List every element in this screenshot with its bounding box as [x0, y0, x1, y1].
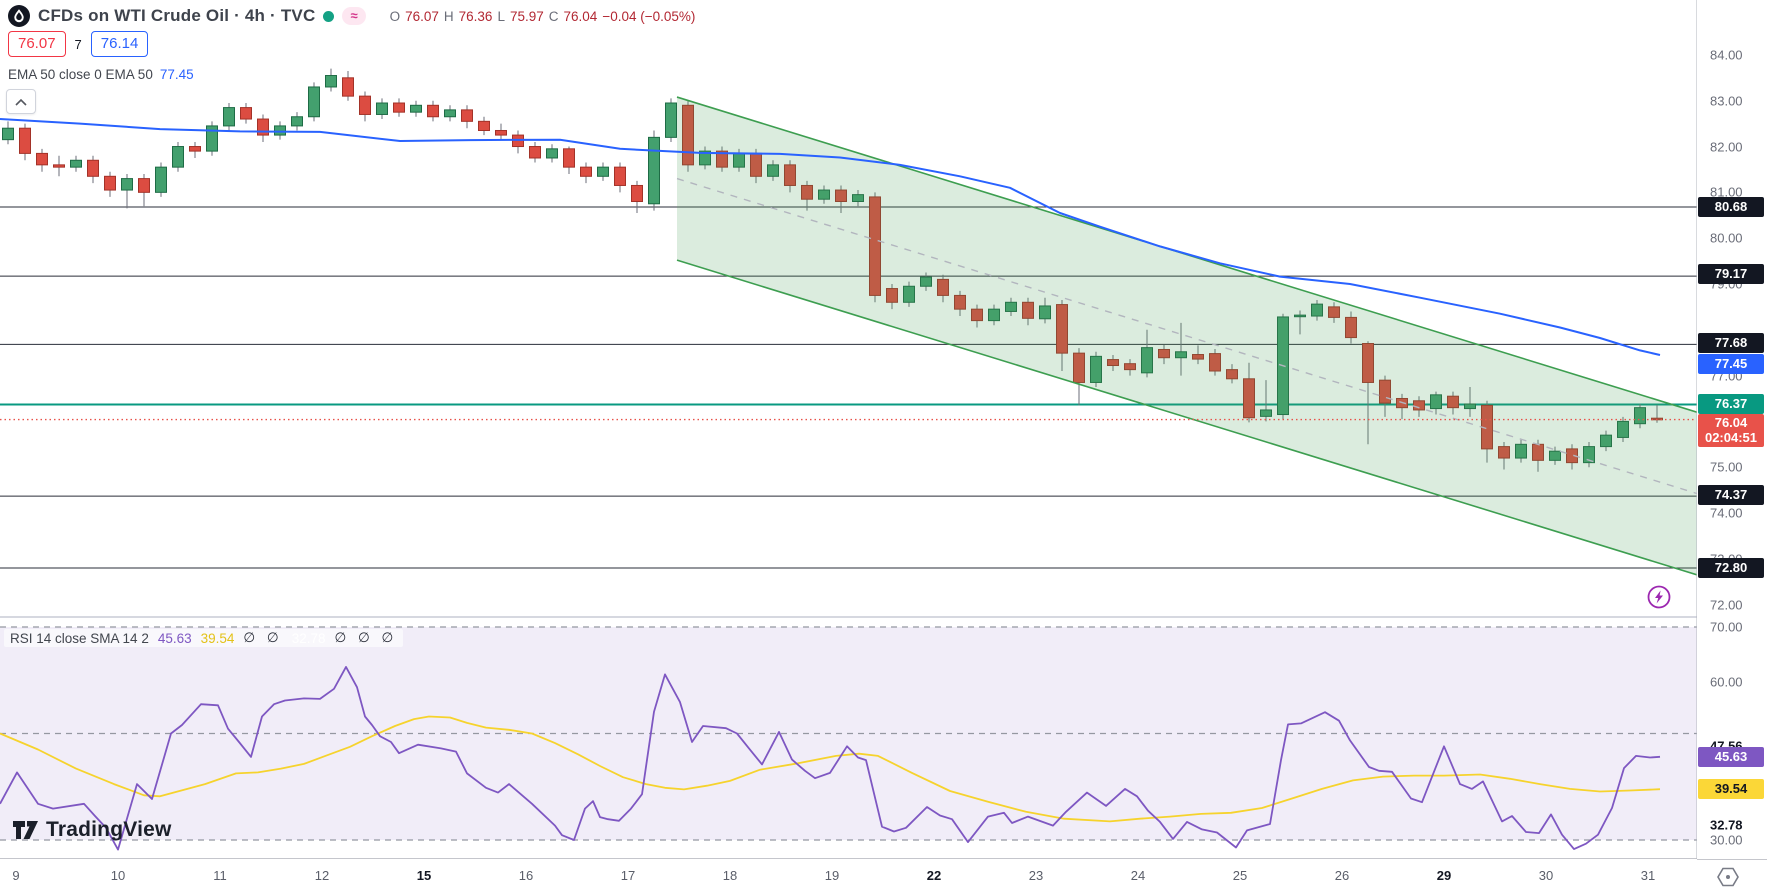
price-axis-badge: 45.63 [1698, 747, 1764, 767]
price-axis-badge: 76.37 [1698, 394, 1764, 414]
price-axis-label: 32.78 [1710, 817, 1743, 833]
price-axis-badge: 77.45 [1698, 354, 1764, 374]
rsi-band-value: 32.78 [291, 630, 326, 646]
time-axis-label: 29 [1436, 868, 1452, 883]
channel-lower-line[interactable] [676, 259, 1697, 576]
rsi-value: 45.63 [157, 630, 192, 646]
spread-value: 7 [74, 36, 82, 52]
symbol-logo-icon [8, 5, 30, 27]
time-axis-label: 30 [1538, 868, 1554, 883]
ema-legend[interactable]: EMA 50 close 0 EMA 50 77.45 [8, 67, 194, 82]
low-label: L [497, 8, 505, 24]
time-axis-label: 31 [1640, 868, 1656, 883]
trade-panel: 76.07 7 76.14 [8, 31, 149, 57]
price-axis-label: 84.00 [1710, 47, 1743, 63]
time-axis-label: 15 [416, 868, 432, 883]
time-axis-label: 12 [314, 868, 330, 883]
tradingview-logo[interactable]: TradingView [12, 818, 172, 842]
time-axis-label: 26 [1334, 868, 1350, 883]
time-axis-label: 19 [824, 868, 840, 883]
time-axis-label: 24 [1130, 868, 1146, 883]
price-axis-badge: 80.68 [1698, 197, 1764, 217]
lightning-icon [1647, 585, 1671, 609]
price-axis-label: 81.00 [1710, 184, 1743, 200]
price-axis-label: 60.00 [1710, 674, 1743, 690]
delayed-data-badge[interactable]: ≈ [342, 7, 366, 25]
rsi-hidden-values: ∅ ∅ ∅ [334, 630, 398, 645]
price-axis-label: 75.00 [1710, 459, 1743, 475]
chevron-up-icon [15, 98, 27, 106]
price-axis-label: 74.00 [1710, 505, 1743, 521]
time-axis-label: 23 [1028, 868, 1044, 883]
ema-line[interactable] [0, 118, 1661, 356]
rsi-legend[interactable]: RSI 14 close SMA 14 2 45.63 39.54 ∅ ∅ 32… [4, 629, 404, 647]
price-axis-badge: 74.37 [1698, 485, 1764, 505]
rsi-legend-label: RSI 14 close SMA 14 2 [10, 630, 149, 646]
time-axis-label: 11 [213, 868, 227, 883]
bar-countdown: 02:04:51 [1704, 430, 1758, 445]
rsi-pane [0, 626, 1697, 851]
tradingview-mark-icon [13, 821, 38, 839]
ohlc-values: O 76.07 H 76.36 L 75.97 C 76.04 −0.04 (−0.05… [390, 9, 696, 24]
time-axis-label: 9 [12, 868, 20, 883]
ema-legend-label: EMA 50 close 0 EMA 50 [8, 67, 153, 82]
main-pane [0, 68, 1697, 576]
high-label: H [443, 8, 454, 24]
time-axis-label: 16 [518, 868, 534, 883]
high-value: 76.36 [458, 8, 493, 24]
time-axis-label: 17 [620, 868, 636, 883]
price-axis-label: 82.00 [1710, 139, 1743, 155]
price-axis-label: 80.00 [1710, 230, 1743, 246]
hexagon-dot-icon [1717, 867, 1739, 887]
price-axis-label: 30.00 [1710, 832, 1743, 848]
rsi-sma-value: 39.54 [200, 630, 235, 646]
time-axis-label: 18 [722, 868, 738, 883]
time-axis-label: 22 [926, 868, 942, 883]
buy-button[interactable]: 76.14 [90, 31, 149, 57]
price-axis-label: 72.00 [1710, 597, 1743, 613]
market-status-dot-icon[interactable] [323, 10, 335, 22]
channel-mid-line[interactable] [676, 177, 1697, 495]
price-axis[interactable]: 84.00 83.00 82.00 81.00 80.00 79.00 77.00 75.00… [1697, 0, 1767, 859]
low-value: 75.97 [509, 8, 544, 24]
price-axis-badge: 39.54 [1698, 779, 1764, 799]
rsi-sma-line[interactable] [0, 715, 1661, 823]
open-label: O [389, 8, 401, 24]
price-axis-badge: 77.68 [1698, 333, 1764, 353]
tradingview-logo-text: TradingView [46, 818, 172, 841]
change-value: −0.04 (−0.05%) [602, 8, 696, 24]
candlestick-series [2, 68, 1663, 472]
symbol-title[interactable]: CFDs on WTI Crude Oil · 4h · TVC [38, 6, 316, 25]
time-axis[interactable]: 9 10 11 12 15 16 17 18 19 22 23 24 25 26 29 30 31 [0, 859, 1697, 890]
open-value: 76.07 [405, 8, 439, 24]
axis-settings-button[interactable] [1714, 866, 1742, 888]
time-axis-label: 10 [110, 868, 126, 883]
quick-trade-lightning-button[interactable] [1646, 584, 1672, 610]
price-axis-label: 83.00 [1710, 93, 1743, 109]
sell-button[interactable]: 76.07 [8, 31, 66, 57]
rsi-line[interactable] [0, 666, 1661, 851]
rsi-hidden-values: ∅ ∅ [243, 630, 283, 645]
collapse-legend-button[interactable] [6, 89, 36, 114]
time-axis-label: 25 [1232, 868, 1248, 883]
chart-legend: CFDs on WTI Crude Oil · 4h · TVC ≈ O 76.0… [8, 5, 695, 27]
ema-legend-value: 77.45 [159, 67, 194, 82]
price-axis-badge: 79.17 [1698, 264, 1764, 284]
current-price-value: 76.04 [1714, 415, 1748, 430]
price-axis-label: 70.00 [1710, 619, 1743, 635]
close-label: C [548, 8, 559, 24]
current-price-badge: 76.04 02:04:51 [1698, 414, 1764, 447]
price-axis-badge: 72.80 [1698, 558, 1764, 578]
close-value: 76.04 [563, 8, 598, 24]
